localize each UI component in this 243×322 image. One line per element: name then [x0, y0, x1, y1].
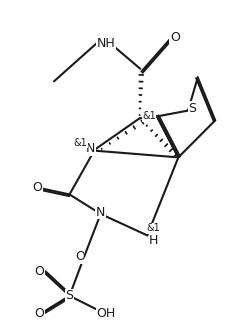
Text: O: O [170, 31, 180, 43]
Text: O: O [32, 181, 42, 194]
Text: &1: &1 [73, 138, 87, 148]
Text: NH: NH [96, 37, 115, 50]
Text: N: N [96, 205, 105, 219]
Text: &1: &1 [142, 111, 156, 121]
Text: S: S [66, 289, 74, 302]
Text: S: S [188, 102, 196, 115]
Text: O: O [35, 264, 44, 278]
Text: N: N [86, 142, 95, 155]
Text: OH: OH [96, 307, 115, 320]
Text: &1: &1 [146, 223, 160, 233]
Text: H: H [149, 234, 158, 247]
Text: O: O [75, 250, 85, 263]
Text: O: O [35, 307, 44, 320]
